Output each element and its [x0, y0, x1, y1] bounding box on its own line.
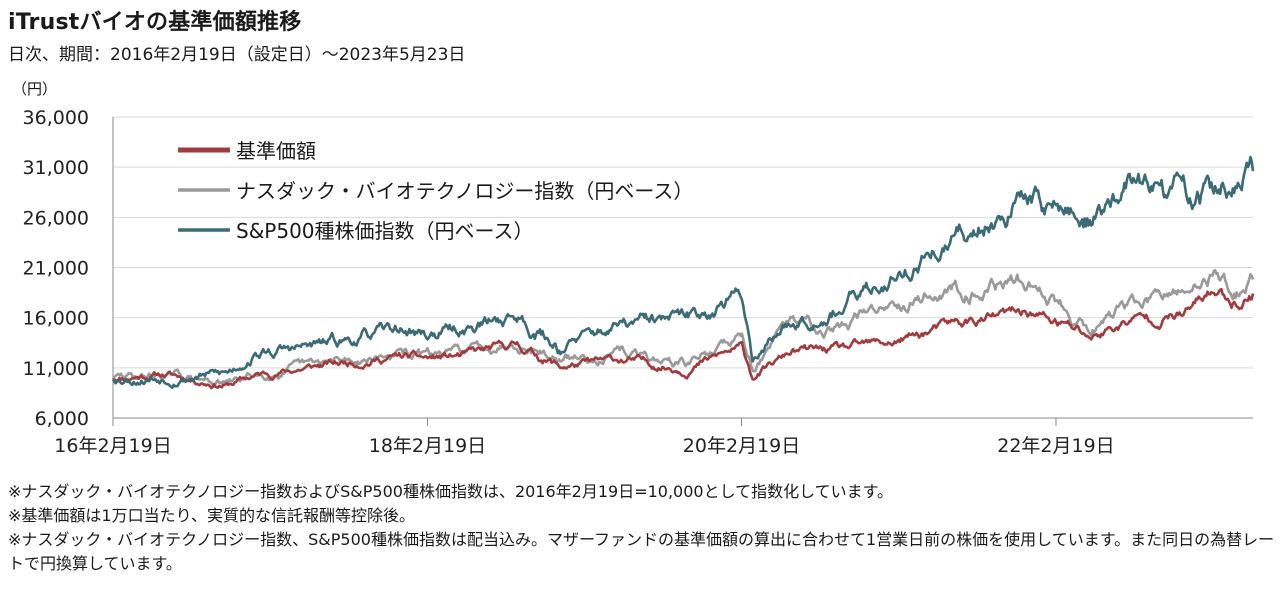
chart-title: iTrustバイオの基準価額推移	[8, 10, 302, 35]
series-line-sp500	[111, 155, 1255, 389]
series-lines	[111, 155, 1255, 390]
series-line-nbi	[111, 268, 1255, 388]
legend-label: 基準価額	[236, 139, 316, 163]
x-tick-label: 18年2月19日	[369, 435, 486, 457]
legend-label: ナスダック・バイオテクノロジー指数（円ベース）	[236, 179, 693, 203]
footnote-1: ※ナスダック・バイオテクノロジー指数およびS&P500種株価指数は、2016年2…	[8, 482, 894, 501]
line-chart: 6,000 11,000 16,000 21,000 26,000 31,000 36,00…	[23, 107, 1255, 457]
y-tick-label: 16,000	[23, 308, 89, 330]
x-tick-label: 16年2月19日	[54, 435, 171, 457]
y-axis-unit-label: （円）	[12, 80, 58, 98]
y-tick-label: 31,000	[23, 157, 89, 179]
x-tick-label: 20年2月19日	[683, 435, 800, 457]
y-tick-label: 6,000	[35, 408, 89, 430]
y-tick-label: 11,000	[23, 358, 89, 380]
x-tick-label: 22年2月19日	[997, 435, 1114, 457]
series-line-nav	[112, 287, 1255, 390]
y-tick-label: 21,000	[23, 258, 89, 280]
axes: 6,000 11,000 16,000 21,000 26,000 31,000 36,00…	[23, 107, 1253, 457]
footnotes: ※ナスダック・バイオテクノロジー指数およびS&P500種株価指数は、2016年2…	[8, 480, 1276, 576]
footnote-2: ※基準価額は1万口当たり、実質的な信託報酬等控除後。	[8, 506, 415, 525]
chart-subtitle: 日次、期間：2016年2月19日（設定日）～2023年5月23日	[8, 45, 466, 65]
footnote-3: ※ナスダック・バイオテクノロジー指数、S&P500種株価指数は配当込み。マザーフ…	[8, 530, 1275, 573]
grid-lines	[113, 116, 1253, 369]
legend-label: S&P500種株価指数（円ベース）	[236, 219, 534, 243]
y-tick-label: 36,000	[23, 107, 89, 129]
y-tick-label: 26,000	[23, 207, 89, 229]
